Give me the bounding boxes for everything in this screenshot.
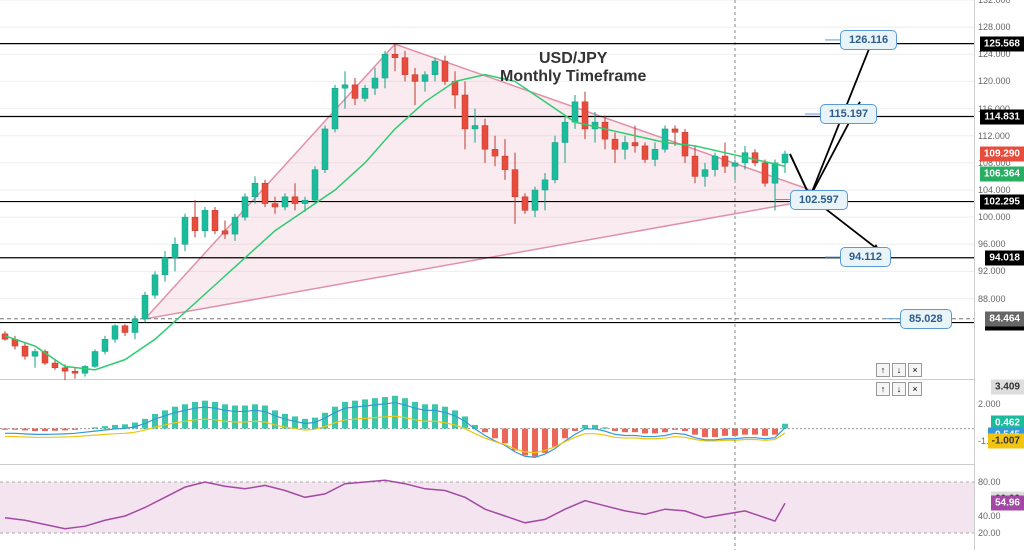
level-price-label: 102.295 — [980, 194, 1024, 209]
axis-tick: 100.000 — [978, 212, 1011, 222]
axis-tick: 120.000 — [978, 76, 1011, 86]
axis-tick: 112.000 — [978, 131, 1010, 141]
axis-tick: 88.000 — [978, 294, 1006, 304]
price-annotation: 115.197 — [820, 104, 877, 124]
axis-tick: 20.00 — [978, 528, 1001, 538]
axis-tick: 40.00 — [978, 511, 1001, 521]
macd-svg — [0, 380, 974, 465]
indicator-value-label: 54.96 — [991, 496, 1024, 511]
macd-y-axis: 2.000-1.0003.4090.462-0.545-1.007 — [974, 380, 1024, 465]
price-annotation: 85.028 — [900, 309, 952, 329]
rsi-panel — [0, 465, 974, 550]
price-annotation: 102.597 — [790, 190, 848, 210]
indicator-value-label: 3.409 — [991, 380, 1024, 395]
level-price-label: 114.831 — [980, 109, 1024, 124]
current-price-label: 106.364 — [980, 166, 1024, 181]
macd-panel: ↑ ↓ × — [0, 380, 974, 465]
close-icon[interactable]: × — [908, 382, 922, 396]
main-chart-panel: USD/JPY Monthly Timeframe ↑ ↓ × 126.116 1… — [0, 0, 974, 380]
scroll-up-icon[interactable]: ↑ — [876, 363, 890, 377]
close-icon[interactable]: × — [908, 363, 922, 377]
chart-title-symbol: USD/JPY — [500, 50, 646, 68]
axis-tick: 80.00 — [978, 477, 1001, 487]
axis-tick: 128.000 — [978, 22, 1011, 32]
price-annotation: 126.116 — [840, 30, 897, 50]
scroll-down-icon[interactable]: ↓ — [892, 382, 906, 396]
axis-tick: 132.000 — [978, 0, 1011, 5]
level-price-label: 125.568 — [980, 36, 1024, 51]
main-y-axis: 132.000128.000124.000120.000116.000112.0… — [974, 0, 1024, 380]
price-annotation: 94.112 — [840, 247, 891, 267]
scroll-down-icon[interactable]: ↓ — [892, 363, 906, 377]
axis-tick: 2.000 — [978, 399, 1001, 409]
chart-title-timeframe: Monthly Timeframe — [500, 68, 646, 86]
panel-controls: ↑ ↓ × — [876, 363, 922, 377]
chart-title: USD/JPY Monthly Timeframe — [500, 50, 646, 86]
axis-tick: 96.000 — [978, 239, 1006, 249]
level-price-label: 84.464 — [985, 311, 1024, 326]
level-price-label: 94.018 — [985, 250, 1024, 265]
chart-container: USD/JPY Monthly Timeframe ↑ ↓ × 126.116 1… — [0, 0, 1024, 552]
macd-panel-controls: ↑ ↓ × — [876, 382, 922, 396]
axis-tick: 92.000 — [978, 266, 1006, 276]
current-price-label: 109.290 — [980, 147, 1024, 162]
indicator-value-label: -1.007 — [988, 433, 1024, 448]
rsi-y-axis: 80.0040.0020.0060.0054.96 — [974, 465, 1024, 550]
scroll-up-icon[interactable]: ↑ — [876, 382, 890, 396]
rsi-svg — [0, 465, 974, 550]
